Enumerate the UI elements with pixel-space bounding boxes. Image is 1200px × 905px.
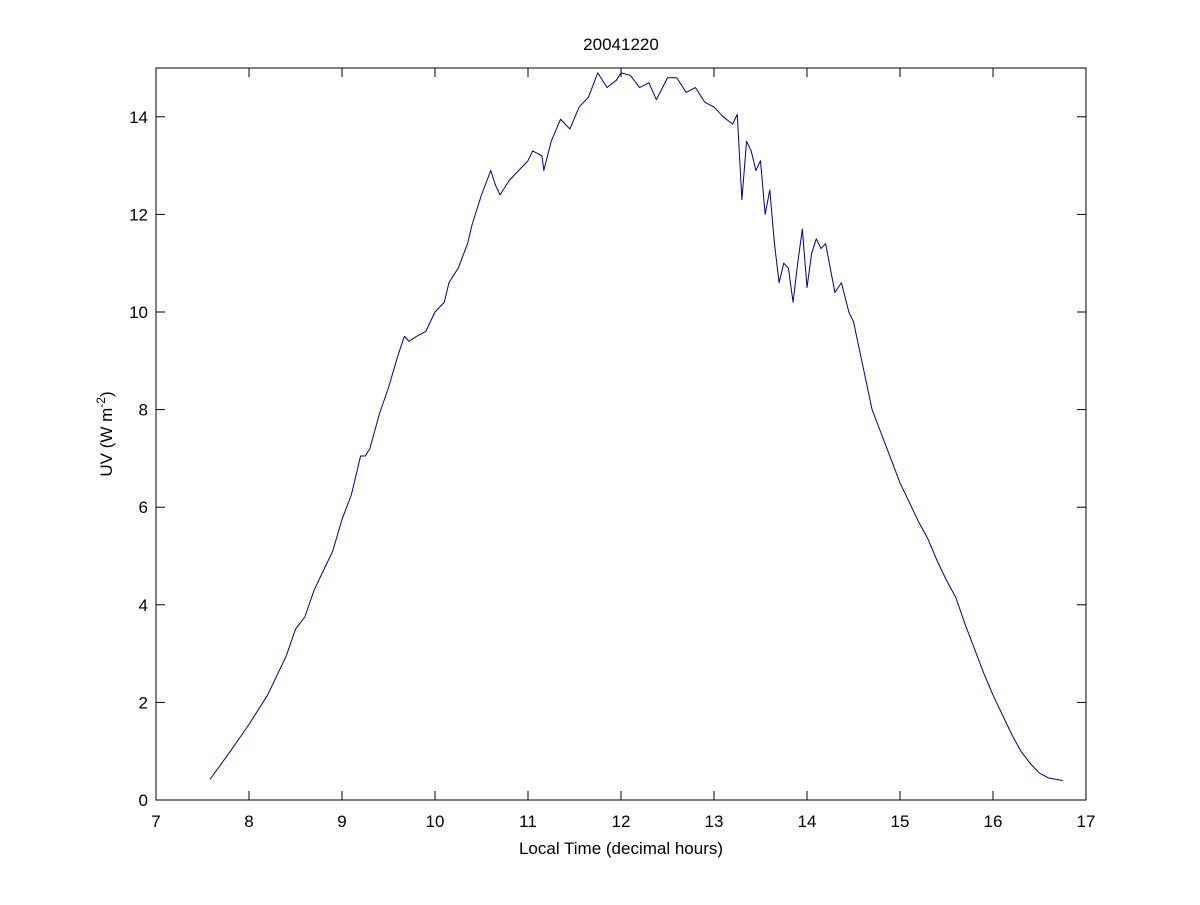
x-tick-label: 14 — [798, 812, 817, 831]
y-label-suffix: ) — [97, 391, 116, 397]
y-axis-label: UV (W m-2) — [94, 391, 116, 476]
chart-title: 20041220 — [583, 35, 659, 54]
x-tick-label: 15 — [891, 812, 910, 831]
x-tick-label: 16 — [984, 812, 1003, 831]
x-tick-label: 12 — [612, 812, 631, 831]
x-tick-label: 7 — [151, 812, 160, 831]
y-tick-label: 4 — [139, 596, 148, 615]
y-tick-label: 2 — [139, 693, 148, 712]
x-axis-label: Local Time (decimal hours) — [519, 839, 723, 858]
x-tick-label: 10 — [426, 812, 445, 831]
x-tick-label: 11 — [519, 812, 537, 831]
y-tick-label: 8 — [139, 401, 148, 420]
x-tick-label: 13 — [705, 812, 724, 831]
data-line — [209, 72, 1063, 781]
x-tick-label: 17 — [1077, 812, 1096, 831]
y-label-text: UV (W m — [97, 408, 116, 477]
x-tick-label: 9 — [337, 812, 346, 831]
x-tick-label: 8 — [244, 812, 253, 831]
y-tick-label: 10 — [129, 303, 148, 322]
y-tick-label: 12 — [129, 205, 148, 224]
y-tick-label: 0 — [139, 791, 148, 810]
y-tick-label: 14 — [129, 108, 148, 127]
y-label-sup: -2 — [94, 397, 108, 408]
y-tick-label: 6 — [139, 498, 148, 517]
